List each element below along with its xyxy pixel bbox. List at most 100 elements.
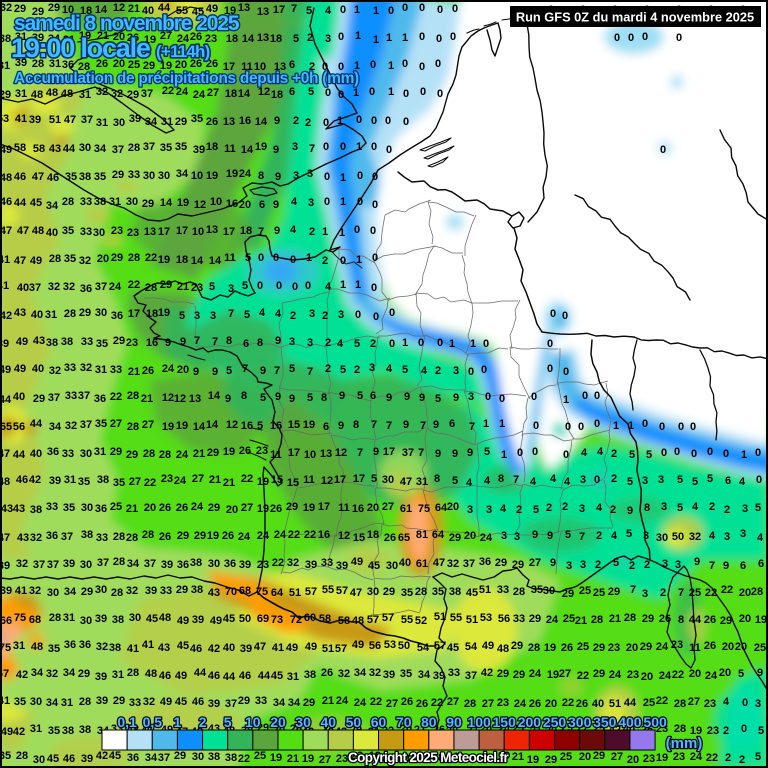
svg-text:24: 24 bbox=[239, 168, 252, 180]
svg-text:3: 3 bbox=[642, 475, 648, 487]
svg-text:67: 67 bbox=[0, 668, 9, 680]
svg-text:1: 1 bbox=[470, 338, 476, 350]
svg-text:26: 26 bbox=[96, 58, 108, 70]
svg-text:44: 44 bbox=[194, 667, 207, 679]
svg-text:32: 32 bbox=[49, 365, 61, 377]
svg-text:70: 70 bbox=[225, 586, 237, 598]
svg-text:25: 25 bbox=[560, 751, 572, 763]
svg-text:38: 38 bbox=[190, 557, 202, 569]
svg-text:41: 41 bbox=[15, 585, 27, 597]
svg-text:4: 4 bbox=[466, 477, 473, 489]
svg-text:29: 29 bbox=[495, 557, 507, 569]
svg-text:38: 38 bbox=[191, 584, 203, 596]
svg-text:21: 21 bbox=[209, 474, 221, 486]
svg-text:18: 18 bbox=[270, 33, 282, 45]
svg-text:2: 2 bbox=[325, 363, 331, 375]
svg-text:24: 24 bbox=[656, 641, 669, 653]
svg-text:49: 49 bbox=[286, 642, 298, 654]
svg-text:2: 2 bbox=[516, 504, 522, 516]
svg-text:9: 9 bbox=[532, 529, 538, 541]
svg-text:32: 32 bbox=[111, 88, 123, 100]
svg-text:36: 36 bbox=[64, 639, 76, 651]
svg-text:9: 9 bbox=[403, 419, 409, 431]
svg-text:29: 29 bbox=[143, 60, 155, 72]
svg-text:38: 38 bbox=[112, 614, 124, 626]
svg-text:19: 19 bbox=[162, 421, 174, 433]
svg-text:10: 10 bbox=[191, 170, 203, 182]
svg-text:47: 47 bbox=[433, 557, 445, 569]
svg-text:6: 6 bbox=[259, 199, 265, 211]
svg-text:7: 7 bbox=[630, 584, 636, 596]
svg-text:36: 36 bbox=[95, 503, 107, 515]
svg-text:3: 3 bbox=[642, 588, 648, 600]
svg-text:5: 5 bbox=[289, 363, 295, 375]
svg-text:31: 31 bbox=[287, 671, 299, 683]
svg-text:29: 29 bbox=[127, 89, 139, 101]
svg-text:29: 29 bbox=[545, 754, 557, 766]
svg-text:0: 0 bbox=[594, 390, 600, 402]
svg-text:51: 51 bbox=[49, 114, 61, 126]
svg-text:43: 43 bbox=[17, 532, 29, 544]
svg-text:Copyright 2025 Meteociel.fr: Copyright 2025 Meteociel.fr bbox=[348, 750, 509, 765]
svg-text:20: 20 bbox=[367, 502, 379, 514]
svg-text:0: 0 bbox=[550, 308, 556, 320]
svg-text:4: 4 bbox=[739, 476, 746, 488]
svg-text:20: 20 bbox=[239, 199, 251, 211]
svg-text:6: 6 bbox=[725, 475, 731, 487]
svg-text:30: 30 bbox=[33, 754, 45, 766]
svg-text:22: 22 bbox=[304, 529, 316, 541]
svg-text:35: 35 bbox=[48, 725, 60, 737]
svg-text:25: 25 bbox=[563, 613, 575, 625]
svg-text:42: 42 bbox=[96, 750, 108, 762]
svg-text:29: 29 bbox=[113, 695, 125, 707]
svg-text:7: 7 bbox=[194, 335, 200, 347]
svg-text:24: 24 bbox=[174, 475, 187, 487]
svg-text:29: 29 bbox=[593, 668, 605, 680]
svg-text:39: 39 bbox=[145, 585, 157, 597]
svg-text:75: 75 bbox=[256, 586, 268, 598]
svg-text:2: 2 bbox=[644, 559, 650, 571]
svg-text:24: 24 bbox=[177, 33, 190, 45]
svg-text:51: 51 bbox=[609, 698, 621, 710]
svg-text:32: 32 bbox=[79, 255, 91, 267]
svg-text:9: 9 bbox=[757, 667, 763, 679]
svg-text:16: 16 bbox=[318, 529, 330, 541]
svg-text:14: 14 bbox=[209, 255, 222, 267]
svg-text:33: 33 bbox=[448, 667, 460, 679]
svg-text:44: 44 bbox=[0, 394, 12, 406]
svg-text:31: 31 bbox=[63, 612, 75, 624]
svg-text:46: 46 bbox=[47, 172, 59, 184]
svg-text:1: 1 bbox=[402, 32, 408, 44]
svg-text:41: 41 bbox=[0, 254, 10, 266]
svg-text:28: 28 bbox=[127, 421, 139, 433]
svg-text:4: 4 bbox=[596, 502, 603, 514]
svg-text:13: 13 bbox=[257, 6, 269, 18]
svg-text:4: 4 bbox=[550, 473, 557, 485]
svg-text:47: 47 bbox=[0, 448, 10, 460]
svg-text:66: 66 bbox=[0, 615, 12, 627]
svg-text:50: 50 bbox=[398, 640, 410, 652]
svg-text:53: 53 bbox=[480, 612, 492, 624]
svg-text:31: 31 bbox=[94, 446, 106, 458]
svg-text:19: 19 bbox=[177, 197, 189, 209]
svg-text:37: 37 bbox=[463, 558, 475, 570]
svg-text:14: 14 bbox=[193, 421, 206, 433]
svg-text:2: 2 bbox=[660, 587, 666, 599]
svg-text:4: 4 bbox=[530, 476, 537, 488]
svg-text:24: 24 bbox=[546, 614, 559, 626]
svg-text:29: 29 bbox=[720, 615, 732, 627]
svg-text:13: 13 bbox=[144, 226, 156, 238]
svg-text:9: 9 bbox=[165, 337, 171, 349]
svg-text:32: 32 bbox=[287, 557, 299, 569]
svg-text:29: 29 bbox=[497, 668, 509, 680]
svg-text:40: 40 bbox=[31, 309, 43, 321]
svg-text:45: 45 bbox=[146, 613, 158, 625]
svg-text:4: 4 bbox=[386, 363, 393, 375]
svg-text:0: 0 bbox=[372, 199, 378, 211]
svg-text:45: 45 bbox=[175, 696, 187, 708]
svg-text:5: 5 bbox=[565, 529, 571, 541]
svg-text:12: 12 bbox=[258, 86, 270, 98]
svg-text:29: 29 bbox=[111, 252, 123, 264]
svg-text:2: 2 bbox=[435, 365, 441, 377]
svg-text:0: 0 bbox=[355, 309, 361, 321]
